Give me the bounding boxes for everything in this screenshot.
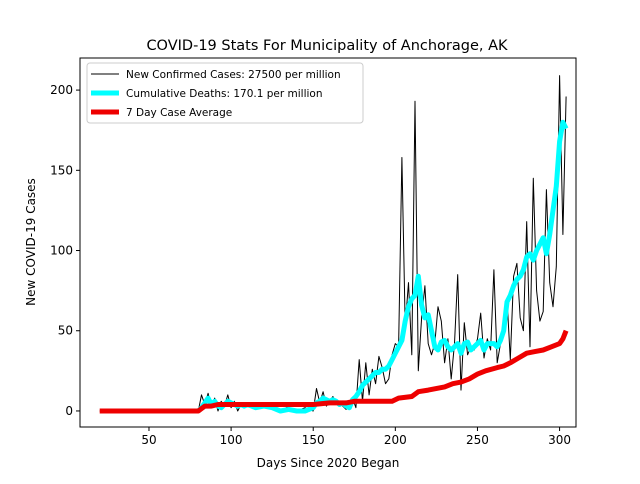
x-tick-label: 300 <box>548 433 571 447</box>
y-tick-label: 0 <box>65 404 73 418</box>
plot-area <box>99 75 569 414</box>
plot-frame <box>79 57 577 428</box>
series-line-2 <box>99 329 569 414</box>
legend-box <box>86 62 364 124</box>
y-tick-label: 100 <box>50 244 73 258</box>
x-axis-label: Days Since 2020 Began <box>257 456 400 470</box>
x-tick-label: 150 <box>302 433 325 447</box>
legend-label: 7 Day Case Average <box>126 107 232 119</box>
x-tick-label: 200 <box>384 433 407 447</box>
y-tick-label: 50 <box>58 324 73 338</box>
x-axis: 50 100 150 200 250 300 <box>141 427 571 447</box>
chart-title: COVID-19 Stats For Municipality of Ancho… <box>146 38 508 54</box>
legend-label: Cumulative Deaths: 170.1 per million <box>126 88 323 100</box>
y-tick-label: 200 <box>50 83 73 97</box>
x-tick-label: 50 <box>141 433 156 447</box>
y-axis-label: New COVID-19 Cases <box>24 178 38 306</box>
x-tick-label: 100 <box>220 433 243 447</box>
x-tick-label: 250 <box>466 433 489 447</box>
chart-legend: New Confirmed Cases: 27500 per million Cu… <box>86 62 364 124</box>
legend-label: New Confirmed Cases: 27500 per million <box>126 69 341 81</box>
y-axis: 0 50 100 150 200 <box>50 83 80 418</box>
y-tick-label: 150 <box>50 163 73 177</box>
